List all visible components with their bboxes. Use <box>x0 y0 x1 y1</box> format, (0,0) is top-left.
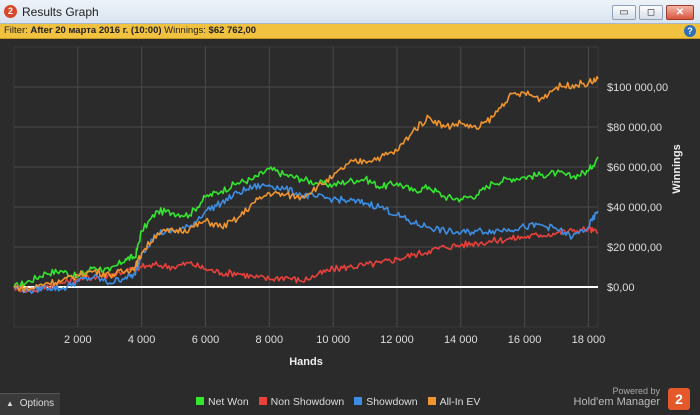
y-tick-label: $80 000,00 <box>607 122 662 134</box>
x-tick-label: 6 000 <box>192 334 220 346</box>
legend-item[interactable]: All-In EV <box>427 396 481 408</box>
minimize-button[interactable]: ▭ <box>612 5 636 20</box>
x-tick-label: 8 000 <box>256 334 284 346</box>
powered-by-label: Powered by <box>612 386 660 396</box>
help-icon[interactable]: ? <box>684 25 696 37</box>
x-tick-label: 4 000 <box>128 334 156 346</box>
series-line-net-won <box>13 156 599 289</box>
x-tick-label: 18 000 <box>572 334 606 346</box>
filter-bar: Filter: After 20 марта 2016 г. (10:00) W… <box>0 24 700 39</box>
close-icon: ✕ <box>675 7 685 18</box>
x-tick-label: 12 000 <box>380 334 414 346</box>
y-tick-label: $100 000,00 <box>607 82 668 94</box>
y-tick-label: $0,00 <box>607 282 635 294</box>
powered-by: Powered by Hold'em Manager <box>574 386 660 408</box>
filter-date-value: After 20 марта 2016 г. (10:00) <box>30 25 162 36</box>
y-axis-label: Winnings <box>671 144 683 193</box>
legend-swatch <box>196 397 204 405</box>
x-tick-label: 2 000 <box>64 334 92 346</box>
y-tick-label: $60 000,00 <box>607 162 662 174</box>
filter-winnings-value: $62 762,00 <box>208 25 257 36</box>
brand-name: Hold'em Manager <box>573 396 660 408</box>
series-line-all-in-ev <box>13 75 599 293</box>
options-button[interactable]: ▲ Options <box>0 393 60 415</box>
legend-label: Non Showdown <box>270 396 345 408</box>
restore-button[interactable]: ◻ <box>639 5 663 20</box>
x-tick-label: 14 000 <box>444 334 478 346</box>
minimize-icon: ▭ <box>619 7 629 18</box>
plot-area <box>13 46 599 328</box>
options-label: Options <box>19 398 55 409</box>
chevron-up-icon: ▲ <box>6 399 14 408</box>
chart-legend: Net Won Non Showdown Showdown All-In EV <box>196 396 490 410</box>
x-axis-label: Hands <box>289 356 323 368</box>
filter-winnings-label: Winnings: <box>164 25 206 36</box>
y-tick-label: $20 000,00 <box>607 242 662 254</box>
close-button[interactable]: ✕ <box>666 5 694 20</box>
series-line-showdown <box>13 182 599 295</box>
legend-swatch <box>354 397 363 405</box>
y-tick-label: $40 000,00 <box>607 202 662 214</box>
x-tick-label: 16 000 <box>508 334 542 346</box>
legend-label: All-In EV <box>439 396 481 408</box>
title-bar: 2 Results Graph ▭ ◻ ✕ <box>0 0 700 24</box>
footer-bar: ▲ Options Net Won Non Showdown Showdown All… <box>0 369 700 415</box>
legend-item[interactable]: Net Won <box>196 396 249 408</box>
legend-item[interactable]: Non Showdown <box>258 396 345 408</box>
restore-icon: ◻ <box>646 7 656 18</box>
app-logo-icon: 2 <box>4 5 17 18</box>
legend-label: Net Won <box>208 396 249 408</box>
legend-swatch <box>427 397 436 405</box>
legend-swatch <box>258 397 267 405</box>
window-title: Results Graph <box>22 5 99 19</box>
legend-label: Showdown <box>366 396 418 408</box>
legend-item[interactable]: Showdown <box>354 396 418 408</box>
filter-label: Filter: <box>4 25 28 36</box>
results-chart: 2 000 4 000 6 000 8 000 10 000 12 000 14 000 16… <box>13 46 683 368</box>
hm-logo-icon: 2 <box>668 388 690 410</box>
x-tick-label: 10 000 <box>316 334 350 346</box>
